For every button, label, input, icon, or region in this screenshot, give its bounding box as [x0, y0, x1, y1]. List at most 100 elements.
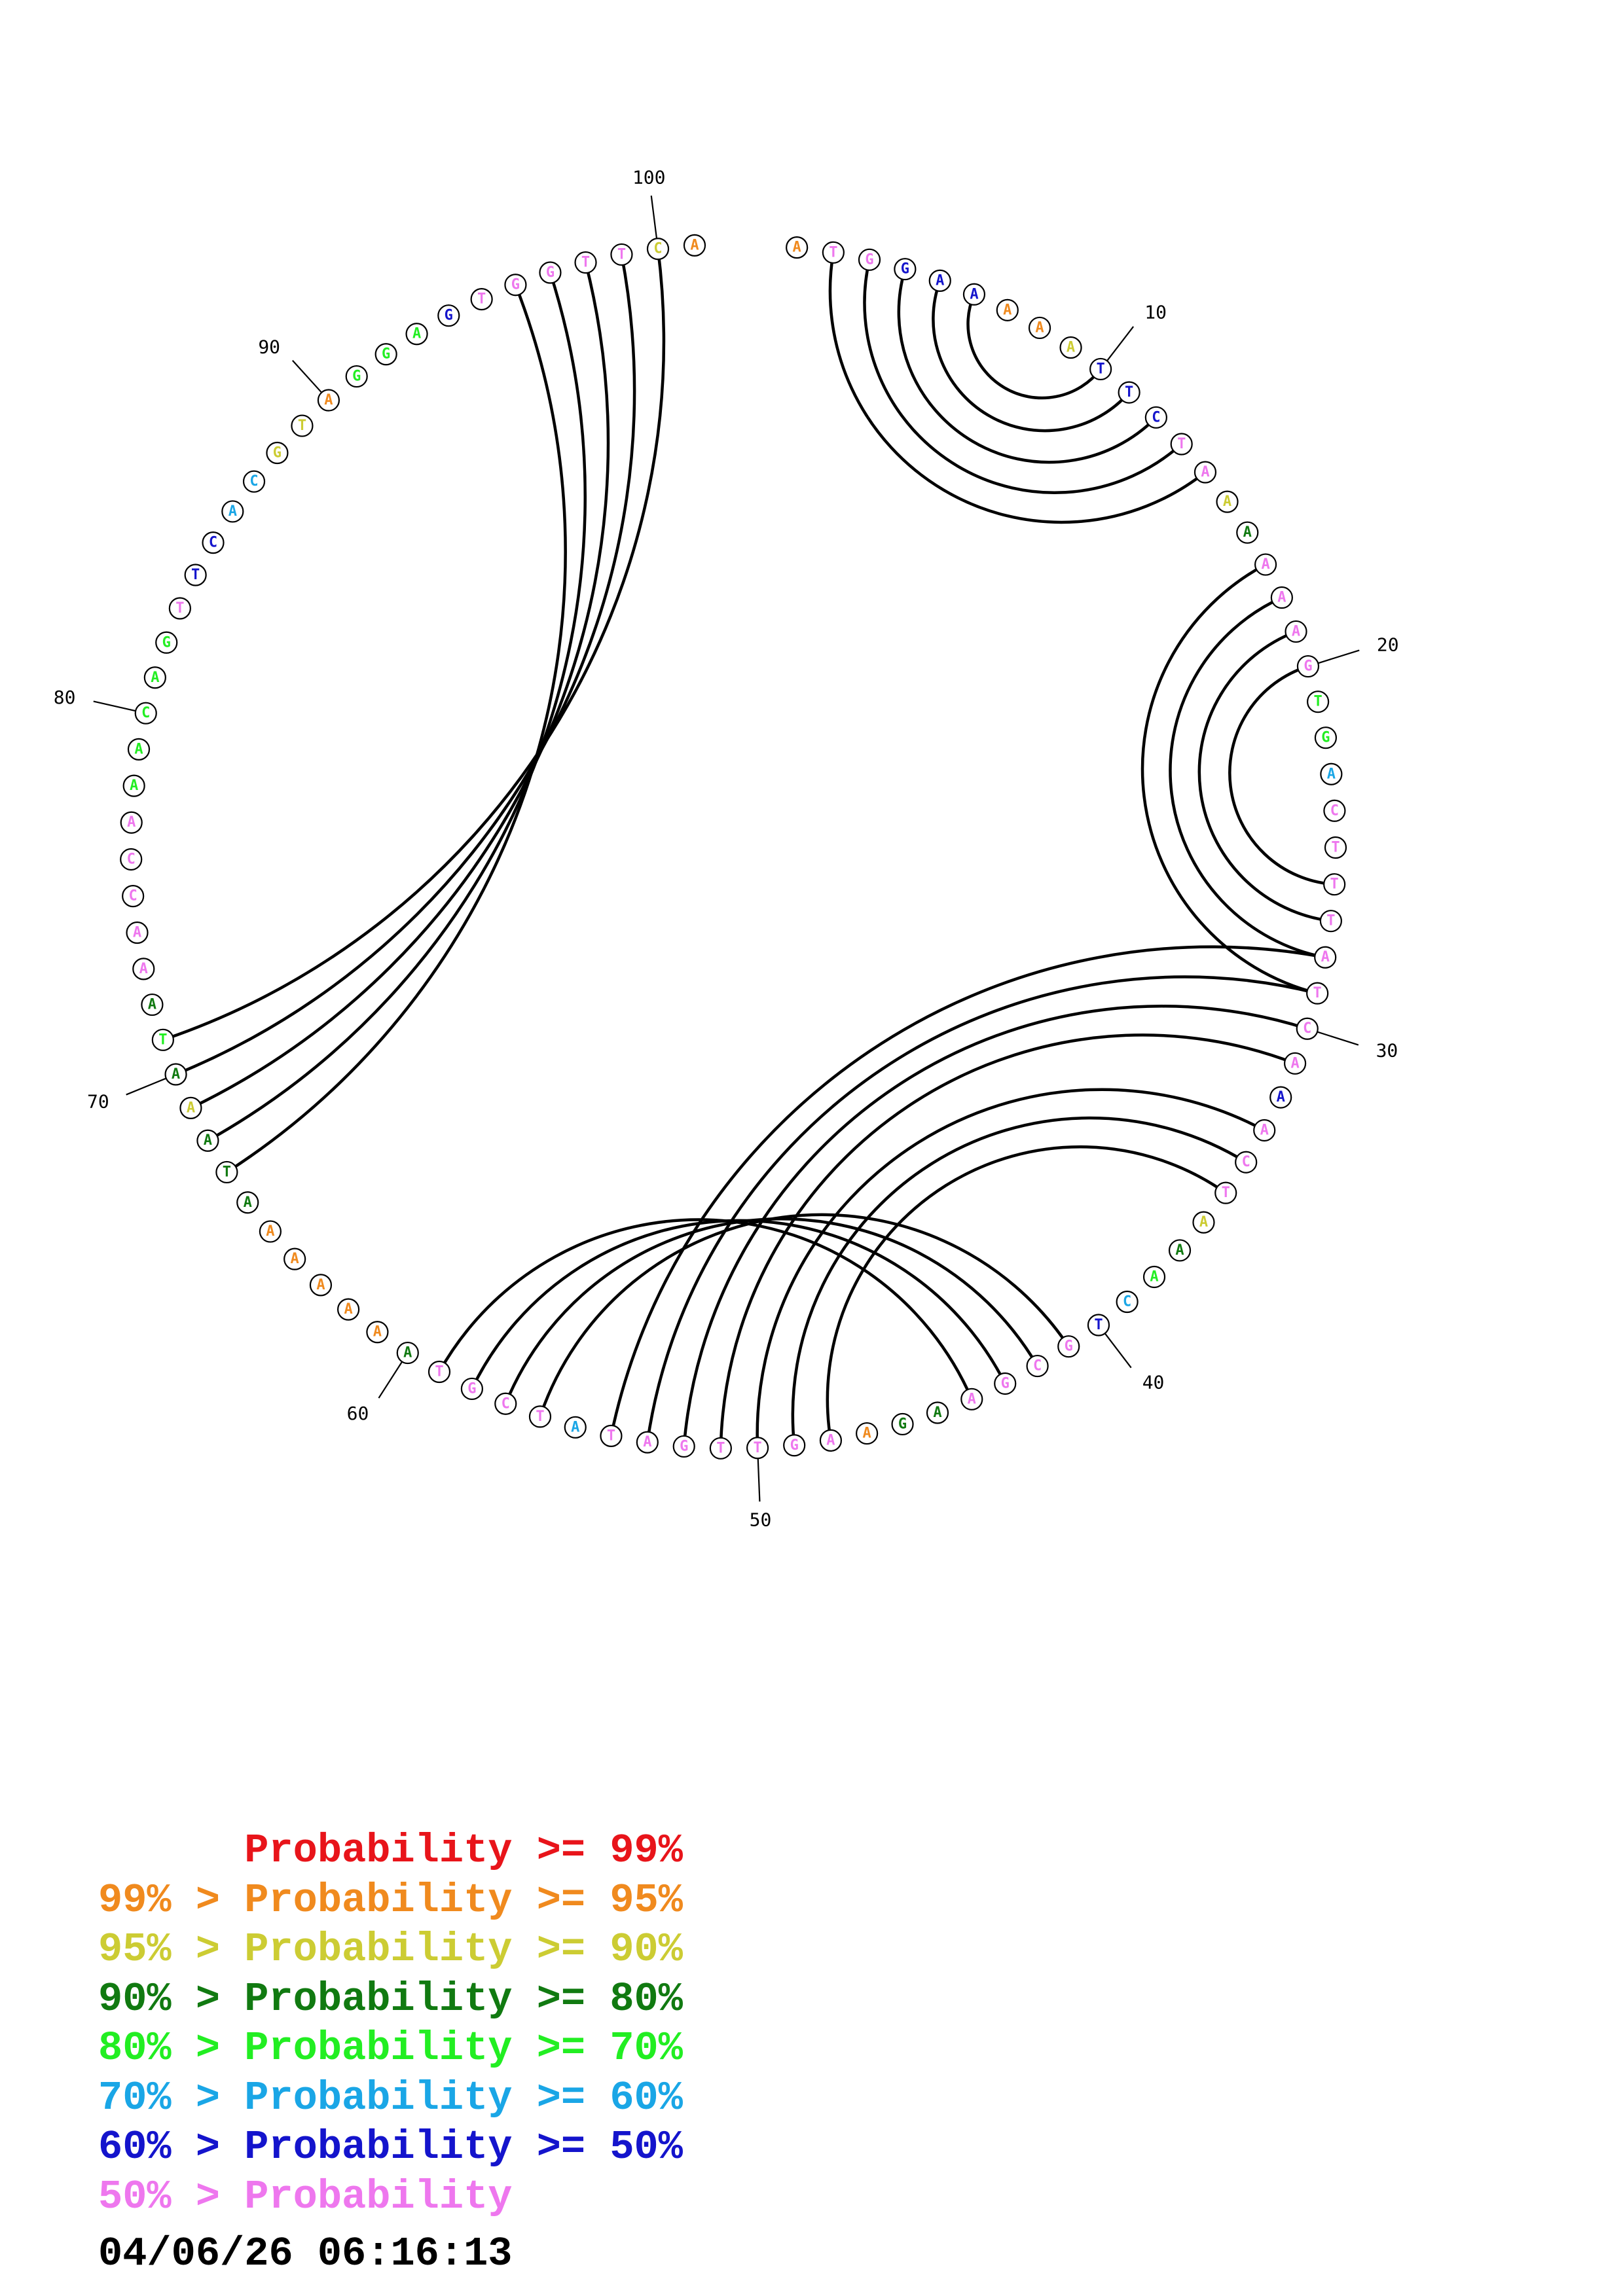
nucleotide-letter: A [793, 240, 801, 256]
nucleotide: A [405, 323, 428, 346]
base-pair-arc [162, 248, 666, 1041]
nucleotide-circle [994, 1372, 1017, 1395]
nucleotide-circle [858, 248, 881, 271]
nucleotide-circle [345, 365, 368, 388]
nucleotide-letter: A [373, 1324, 382, 1340]
nucleotide-circle [1214, 1181, 1237, 1204]
nucleotide: T [746, 1437, 769, 1460]
nucleotide-letter: G [901, 261, 909, 278]
nucleotide: T [528, 1405, 552, 1428]
nucleotide-circle [1194, 461, 1217, 484]
nucleotide-letter: T [191, 567, 200, 583]
base-pair-arc [1169, 596, 1326, 959]
nucleotide-circle [1270, 586, 1293, 609]
nucleotide-letter: A [1277, 590, 1286, 606]
nucleotide-letter: T [1125, 384, 1133, 401]
nucleotide-circle [1296, 655, 1320, 678]
nucleotide-circle [221, 500, 244, 523]
nucleotide-letter: G [1321, 730, 1330, 746]
nucleotide-letter: A [643, 1434, 651, 1450]
nucleotide-circle [366, 1321, 389, 1344]
nucleotide: G [266, 441, 289, 465]
nucleotide: A [564, 1416, 587, 1439]
nucleotide-letter: G [445, 308, 453, 324]
nucleotide-circle [600, 1424, 623, 1447]
nucleotide-circle [1296, 1017, 1319, 1040]
nucleotide-circle [120, 811, 143, 834]
nucleotide-letter: G [680, 1438, 688, 1454]
nucleotide-letter: A [1260, 1122, 1269, 1138]
nucleotide-letter: C [653, 241, 662, 257]
nucleotide-letter: C [209, 535, 217, 551]
nucleotide-circle [337, 1298, 360, 1321]
nucleotide-letter: C [1303, 1020, 1311, 1037]
nucleotide-letter: A [172, 1066, 180, 1083]
tick-label: 50 [750, 1509, 772, 1531]
nucleotide-letter: A [344, 1301, 352, 1318]
nucleotide-letter: A [139, 961, 148, 977]
nucleotide-letter: G [1304, 658, 1312, 675]
nucleotide: T [1089, 357, 1112, 381]
legend-row: 60% > Probability >= 50% [98, 2124, 683, 2170]
nucleotide: A [1194, 461, 1217, 484]
nucleotide-letter: A [134, 741, 143, 757]
nucleotide-letter: A [1327, 766, 1336, 782]
nucleotide: G [1057, 1335, 1080, 1358]
base-pair-arc [719, 1033, 1296, 1448]
tick-mark [93, 700, 136, 712]
nucleotide: A [960, 1388, 983, 1410]
tick-label: 60 [347, 1403, 369, 1424]
nucleotide-circle [143, 666, 166, 689]
nucleotide: G [460, 1377, 483, 1401]
base-pair-arc [828, 252, 1207, 524]
nucleotide-circle [1320, 762, 1343, 785]
nucleotide-letter: T [223, 1164, 231, 1180]
nucleotide-circle [266, 441, 289, 465]
nucleotide-circle [470, 288, 493, 311]
nucleotide: T [1323, 873, 1346, 896]
nucleotide-circle [1319, 910, 1342, 933]
nucleotide-letter: A [1290, 1055, 1299, 1071]
nucleotide-circle [819, 1429, 843, 1452]
nucleotide-letter: A [228, 503, 237, 520]
nucleotide: A [962, 283, 986, 306]
nucleotide-circle [1170, 433, 1193, 456]
nucleotide-circle [960, 1388, 983, 1410]
nucleotide: G [1314, 726, 1338, 749]
nucleotide-circle [1269, 1086, 1292, 1109]
nucleotide: A [236, 1191, 259, 1214]
base-pair-arc [646, 975, 1318, 1443]
nucleotide-circle [856, 1422, 879, 1445]
nucleotide-circle [891, 1412, 914, 1436]
base-pair-arc [226, 284, 567, 1174]
base-pair-arc [826, 1145, 1227, 1441]
nucleotide: A [636, 1431, 659, 1454]
legend-row: 80% > Probability >= 70% [98, 2025, 683, 2072]
nucleotide: C [1235, 1151, 1258, 1174]
nucleotide-circle [1142, 1265, 1166, 1289]
nucleotide-circle [122, 774, 145, 797]
nucleotide-circle [786, 236, 809, 259]
nucleotide-letter: A [936, 272, 944, 289]
nucleotide-circle [437, 304, 460, 327]
nucleotide-circle [151, 1028, 174, 1051]
nucleotide-letter: T [435, 1363, 443, 1380]
nucleotide: T [215, 1160, 238, 1184]
nucleotide-circle [1089, 357, 1112, 381]
nucleotide-circle [1192, 1211, 1215, 1234]
nucleotide: C [1026, 1354, 1049, 1378]
legend-row: 99% > Probability >= 95% [98, 1876, 683, 1924]
nucleotide-circle [1253, 1119, 1276, 1142]
nucleotide-letter: A [127, 814, 136, 831]
nucleotide-letter: A [1003, 302, 1012, 318]
nucleotide: T [428, 1360, 451, 1384]
nucleotide: A [396, 1341, 419, 1365]
nucleotide-circle [1306, 982, 1329, 1005]
nucleotide-letter: A [266, 1223, 274, 1240]
nucleotide-circle [1324, 836, 1347, 859]
nucleotide-letter: T [1094, 1317, 1103, 1333]
nucleotide-circle [1144, 406, 1167, 429]
tick-mark [378, 1361, 403, 1399]
nucleotide: G [783, 1434, 806, 1457]
nucleotide: G [858, 248, 881, 271]
